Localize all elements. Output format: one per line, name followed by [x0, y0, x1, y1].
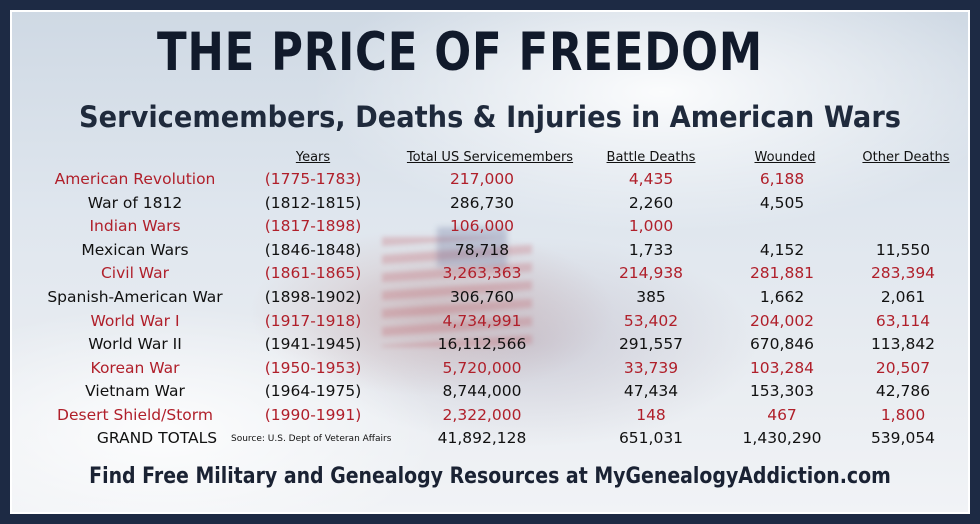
grand-total-battle-deaths: 651,031	[618, 429, 684, 447]
war-name: Indian Wars	[89, 217, 181, 236]
war-name: Mexican Wars	[81, 240, 189, 259]
war-years: (1990-1991)	[264, 406, 362, 424]
page-title: THE PRICE OF FREEDOM	[156, 22, 764, 83]
page-subtitle: Servicemembers, Deaths & Injuries in Ame…	[78, 100, 902, 134]
other-deaths: 42,786	[875, 382, 931, 401]
battle-deaths: 148	[636, 406, 666, 424]
war-name: War of 1812	[87, 193, 183, 212]
other-deaths: 283,394	[870, 264, 936, 283]
battle-deaths: 4,435	[628, 170, 674, 188]
wounded: 670,846	[749, 335, 815, 354]
grand-total-wounded: 1,430,290	[742, 429, 822, 447]
war-name: Spanish-American War	[47, 288, 223, 306]
header-years: Years	[295, 150, 331, 165]
war-years: (1941-1945)	[264, 335, 362, 354]
battle-deaths: 385	[636, 288, 666, 306]
wounded: 6,188	[759, 170, 805, 188]
other-deaths: 20,507	[875, 358, 931, 377]
other-deaths: 2,061	[880, 288, 926, 306]
war-name: World War I	[90, 311, 180, 330]
grand-totals-label: GRAND TOTALS	[96, 429, 218, 447]
war-name: World War II	[88, 335, 182, 354]
total-servicemembers: 306,760	[449, 288, 515, 306]
wounded: 281,881	[749, 264, 815, 283]
war-years: (1817-1898)	[264, 217, 362, 236]
battle-deaths: 1,733	[628, 240, 674, 259]
wounded: 4,152	[759, 240, 805, 259]
total-servicemembers: 217,000	[449, 170, 515, 188]
wounded: 4,505	[759, 193, 805, 212]
footer-link-text: Find Free Military and Genealogy Resourc…	[89, 464, 891, 489]
wounded: 204,002	[749, 311, 815, 330]
other-deaths: 1,800	[880, 406, 926, 424]
header-other-deaths: Other Deaths	[862, 150, 950, 165]
total-servicemembers: 286,730	[449, 193, 515, 212]
grand-total-servicemembers: 41,892,128	[437, 429, 527, 447]
total-servicemembers: 3,263,363	[442, 264, 522, 283]
other-deaths: 113,842	[870, 335, 936, 354]
other-deaths: 63,114	[875, 311, 931, 330]
war-years: (1898-1902)	[264, 288, 362, 306]
header-battle-deaths: Battle Deaths	[606, 150, 696, 165]
war-name: Civil War	[100, 264, 170, 283]
total-servicemembers: 5,720,000	[442, 358, 522, 377]
war-years: (1964-1975)	[264, 382, 362, 401]
total-servicemembers: 4,734,991	[442, 311, 522, 330]
grand-total-other-deaths: 539,054	[870, 429, 936, 447]
war-years: (1812-1815)	[264, 193, 362, 212]
flag-canton-image	[437, 227, 507, 267]
battle-deaths: 1,000	[628, 217, 674, 236]
wounded: 153,303	[749, 382, 815, 401]
war-years: (1861-1865)	[264, 264, 362, 283]
source-note: Source: U.S. Dept of Veteran Affairs	[231, 434, 392, 444]
battle-deaths: 291,557	[618, 335, 684, 354]
war-years: (1917-1918)	[264, 311, 362, 330]
battle-deaths: 53,402	[623, 311, 679, 330]
battle-deaths: 33,739	[623, 358, 679, 377]
battle-deaths: 214,938	[618, 264, 684, 283]
battle-deaths: 47,434	[623, 382, 679, 401]
war-name: American Revolution	[54, 170, 216, 188]
header-total-servicemembers: Total US Servicemembers	[406, 150, 574, 165]
battle-deaths: 2,260	[628, 193, 674, 212]
wounded: 467	[767, 406, 797, 424]
war-name: Desert Shield/Storm	[57, 406, 213, 424]
header-wounded: Wounded	[754, 150, 816, 165]
flag-background-image	[382, 237, 532, 347]
war-years: (1950-1953)	[264, 358, 362, 377]
total-servicemembers: 16,112,566	[437, 335, 527, 354]
wounded: 1,662	[759, 288, 805, 306]
other-deaths: 11,550	[875, 240, 931, 259]
total-servicemembers: 8,744,000	[442, 382, 522, 401]
total-servicemembers: 78,718	[454, 240, 510, 259]
war-years: (1775-1783)	[264, 170, 362, 188]
war-name: Vietnam War	[85, 382, 185, 401]
total-servicemembers: 106,000	[449, 217, 515, 236]
war-name: Korean War	[90, 358, 180, 377]
poster-panel	[10, 10, 970, 514]
war-years: (1846-1848)	[264, 240, 362, 259]
total-servicemembers: 2,322,000	[442, 406, 522, 424]
wounded: 103,284	[749, 358, 815, 377]
